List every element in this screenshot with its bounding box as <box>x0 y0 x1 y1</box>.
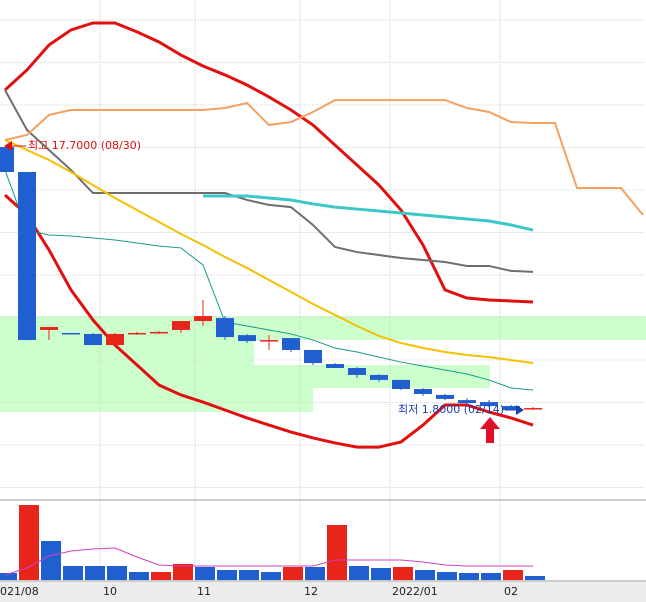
candle-body <box>172 321 190 330</box>
plot <box>0 21 644 580</box>
high-annotation: 최고 17.7000 (08/30) <box>28 139 141 152</box>
candle-body <box>238 335 256 342</box>
candle-body <box>370 374 388 380</box>
indicator-line <box>3 193 534 449</box>
marker-arrow <box>480 417 500 443</box>
volume-bar <box>481 573 501 580</box>
candle-body <box>414 389 432 394</box>
volume-bar <box>63 566 83 580</box>
candle-body <box>260 340 278 342</box>
volume-bar <box>459 573 479 580</box>
volume-bar <box>195 567 215 580</box>
candle-body <box>128 332 146 335</box>
candle-body <box>392 379 410 390</box>
volume-bar <box>41 541 61 580</box>
indicator-line <box>4 169 534 391</box>
volume-bar <box>393 567 413 580</box>
volume-bar <box>415 570 435 580</box>
background <box>0 316 646 412</box>
volume-bar <box>503 570 523 580</box>
x-tick-label: 021/08 <box>0 585 39 598</box>
low-arrow <box>516 405 524 415</box>
indicator-line <box>4 89 534 273</box>
candle-body <box>0 147 14 173</box>
indicator-line <box>203 194 534 232</box>
high-arrow <box>4 141 12 151</box>
x-axis-band <box>0 582 646 602</box>
candle-body <box>458 400 476 404</box>
volume-bar <box>19 505 39 580</box>
x-tick-label: 2022/01 <box>392 585 438 598</box>
candle-body <box>348 368 366 375</box>
volume-bar <box>129 572 149 580</box>
x-tick-label: 02 <box>504 585 518 598</box>
volume-bar <box>327 525 347 580</box>
candle-body <box>436 394 454 399</box>
candle-body <box>326 364 344 369</box>
indicator-line <box>3 21 534 304</box>
candle-body <box>40 326 58 330</box>
cloud <box>0 388 313 412</box>
low-annotation: 최저 1.8000 (02/14) <box>398 403 504 416</box>
candle-body <box>282 338 300 350</box>
candle-body <box>216 318 234 338</box>
candle-body <box>84 333 102 346</box>
candle-body <box>524 408 542 410</box>
candle-body <box>502 406 520 411</box>
cloud <box>0 365 490 388</box>
candle-body <box>480 402 498 407</box>
candle-body <box>18 172 36 341</box>
volume-bar <box>151 572 171 580</box>
volume-bar <box>0 573 17 580</box>
volume-bar <box>261 572 281 580</box>
cloud <box>0 340 254 365</box>
x-tick-label: 12 <box>304 585 318 598</box>
volume-bar <box>217 570 237 580</box>
x-tick-label: 11 <box>197 585 211 598</box>
candle-body <box>62 332 80 335</box>
candle-body <box>106 333 124 346</box>
volume-bar <box>173 564 193 580</box>
indicator-line <box>4 139 534 365</box>
volume-bar <box>437 572 457 580</box>
volume-bar <box>349 566 369 580</box>
candle-body <box>194 316 212 322</box>
candle-body <box>150 331 168 334</box>
volume-bar <box>85 566 105 580</box>
indicator-line <box>4 547 533 576</box>
volume-bar <box>305 567 325 580</box>
candle-body <box>304 349 322 364</box>
x-tick-label: 10 <box>103 585 117 598</box>
volume-bar <box>371 568 391 580</box>
volume-bar <box>525 576 545 580</box>
volume-bar <box>107 566 127 580</box>
volume-bar <box>283 567 303 580</box>
volume-bar <box>239 570 259 580</box>
indicator-line <box>4 99 644 216</box>
